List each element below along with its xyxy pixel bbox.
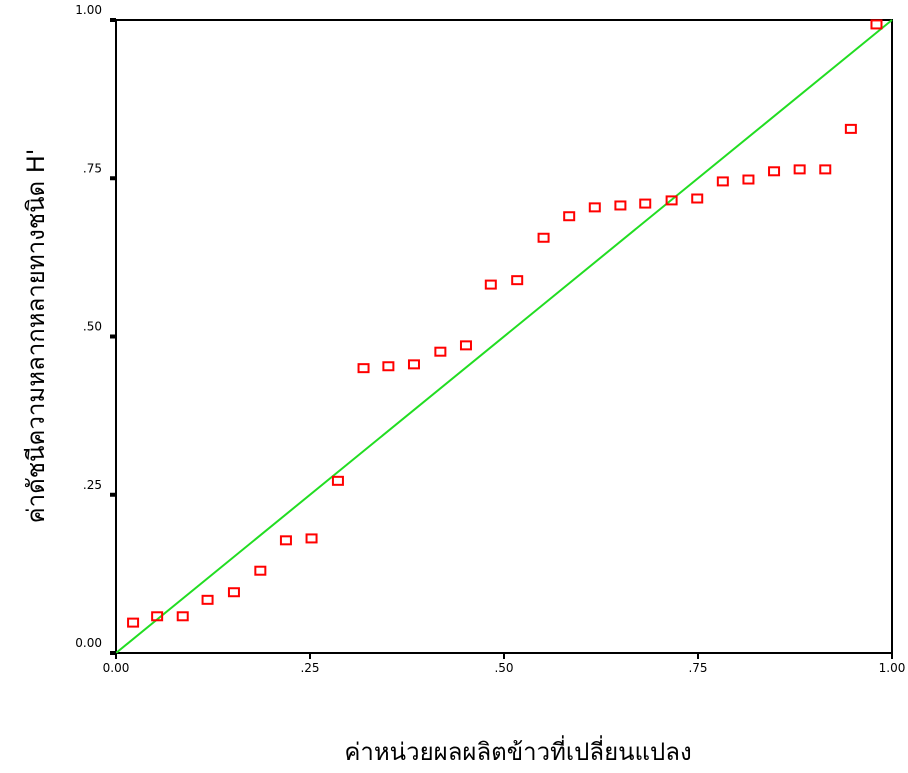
x-tick-label: 0.00 xyxy=(103,661,130,675)
y-axis-ticks: 0.00 .25 .50 .75 1.00 xyxy=(75,3,116,655)
data-point xyxy=(511,275,524,286)
data-point xyxy=(331,475,344,486)
x-tick-label: .25 xyxy=(300,661,319,675)
y-axis-label: ค่าดัชนีความหลากหลายทางชนิด H' xyxy=(22,149,50,524)
data-point xyxy=(279,535,292,546)
data-point xyxy=(254,565,267,576)
y-tick-label: 1.00 xyxy=(75,3,102,17)
x-tick-label: .50 xyxy=(494,661,513,675)
data-point xyxy=(588,202,601,213)
x-tick-label: 1.00 xyxy=(879,661,906,675)
data-point xyxy=(844,123,857,134)
data-point xyxy=(639,198,652,209)
data-point xyxy=(434,346,447,357)
reference-line xyxy=(115,19,893,654)
x-tick-label: .75 xyxy=(688,661,707,675)
data-point xyxy=(537,232,550,243)
data-point xyxy=(665,195,678,206)
data-point xyxy=(151,611,164,622)
y-tick-label: .25 xyxy=(83,478,102,492)
data-point xyxy=(614,200,627,211)
data-point xyxy=(127,617,140,628)
data-point xyxy=(870,19,883,30)
x-axis-label: ค่าหน่วยผลผลิตข้าวที่เปลี่ยนแปลง xyxy=(344,735,691,766)
data-point xyxy=(793,164,806,175)
data-point xyxy=(227,587,240,598)
data-point xyxy=(819,164,832,175)
data-point xyxy=(407,359,420,370)
data-point xyxy=(716,176,729,187)
data-point xyxy=(459,340,472,351)
data-point xyxy=(305,533,318,544)
data-point xyxy=(484,279,497,290)
data-point xyxy=(691,193,704,204)
data-point xyxy=(382,361,395,372)
data-point xyxy=(768,166,781,177)
y-tick-label: .75 xyxy=(83,161,102,175)
y-tick-label: .50 xyxy=(83,320,102,334)
y-tick-label: 0.00 xyxy=(75,636,102,650)
data-point xyxy=(201,594,214,605)
data-point xyxy=(176,611,189,622)
x-axis-ticks: 0.00 .25 .50 .75 1.00 xyxy=(103,653,906,675)
data-points xyxy=(127,19,883,628)
data-point xyxy=(742,174,755,185)
data-point xyxy=(357,363,370,374)
data-point xyxy=(563,211,576,222)
